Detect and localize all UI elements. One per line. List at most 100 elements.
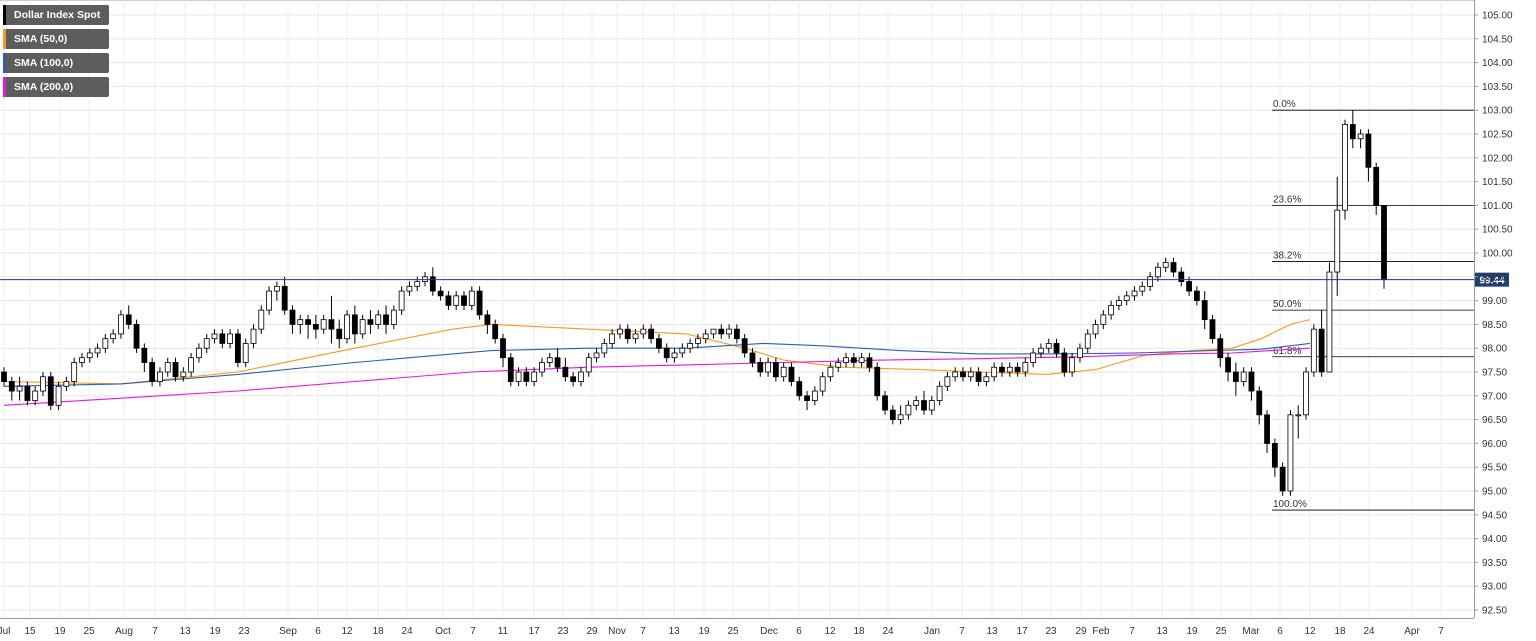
candle-bear xyxy=(1349,124,1356,140)
candle-bull xyxy=(468,290,475,306)
x-tick-label: 23 xyxy=(238,626,250,637)
candle-bull xyxy=(811,390,818,401)
y-tick-label: 94.50 xyxy=(1482,510,1507,521)
y-tick-label: 95.00 xyxy=(1482,487,1507,498)
x-tick-label: 19 xyxy=(209,626,221,637)
last-price-label: 99.44 xyxy=(1479,276,1504,287)
x-tick-label: Aug xyxy=(115,626,133,637)
x-tick-label: 25 xyxy=(83,626,95,637)
candle-bull xyxy=(1084,333,1091,349)
candle-bull xyxy=(1342,124,1348,211)
candle-bull xyxy=(1240,371,1247,382)
y-tick-label: 100.00 xyxy=(1482,249,1513,260)
candle-bull xyxy=(398,290,405,311)
candle-bull xyxy=(585,357,592,373)
candle-bull xyxy=(1295,414,1302,417)
candle-bull xyxy=(1326,271,1333,373)
candle-bear xyxy=(234,333,241,363)
x-tick-label: 6 xyxy=(315,626,321,637)
x-tick-label: 13 xyxy=(986,626,998,637)
candle-bear xyxy=(1279,466,1286,492)
candle-bull xyxy=(671,352,678,359)
candle-bull xyxy=(710,328,717,335)
x-tick-label: 12 xyxy=(341,626,353,637)
candle-bull xyxy=(936,385,943,401)
candle-bear xyxy=(461,295,467,306)
candle-bear xyxy=(1225,357,1231,373)
candle-bear xyxy=(1365,133,1372,168)
x-tick-label: 7 xyxy=(959,626,965,637)
x-tick-label: 7 xyxy=(470,626,476,637)
y-tick-label: 97.50 xyxy=(1482,368,1507,379)
candle-bull xyxy=(414,281,421,287)
legend-item-sma-100[interactable]: SMA (100,0) xyxy=(3,53,110,73)
x-tick-label: Jan xyxy=(924,626,940,637)
x-tick-label: Jul xyxy=(0,626,10,637)
candle-bull xyxy=(32,390,39,401)
candle-bull xyxy=(694,338,701,344)
candle-bear xyxy=(125,314,132,325)
candle-bull xyxy=(913,400,920,406)
candle-bull xyxy=(944,376,951,387)
candle-bear xyxy=(733,328,740,340)
candle-bull xyxy=(1038,347,1044,354)
x-tick-label: Mar xyxy=(1242,626,1260,637)
candle-bull xyxy=(180,371,187,378)
x-tick-label: 7 xyxy=(1438,626,1444,637)
candle-bull xyxy=(687,343,694,349)
legend-item-sma-50[interactable]: SMA (50,0) xyxy=(3,29,110,49)
candle-bull xyxy=(897,414,904,420)
candle-bull xyxy=(227,333,234,344)
candle-bear xyxy=(757,362,764,373)
candle-bull xyxy=(843,357,849,363)
legend-label: SMA (200,0) xyxy=(14,81,74,93)
candle-bear xyxy=(999,366,1005,373)
y-tick-label: 96.00 xyxy=(1482,439,1507,450)
legend-swatch xyxy=(3,53,6,73)
candle-bear xyxy=(312,323,319,330)
candle-bull xyxy=(110,333,117,340)
candle-bull xyxy=(1287,414,1294,492)
candle-bull xyxy=(726,328,732,335)
candle-bull xyxy=(157,371,163,382)
candle-bear xyxy=(850,357,857,363)
candle-bull xyxy=(1334,209,1341,273)
candle-bear xyxy=(1381,204,1387,281)
candle-bull xyxy=(1147,276,1154,287)
candle-bear xyxy=(1,371,7,382)
candle-bear xyxy=(554,357,561,368)
x-tick-label: 12 xyxy=(824,626,836,637)
legend-item-sma-200[interactable]: SMA (200,0) xyxy=(3,77,110,97)
candle-bull xyxy=(1310,328,1317,373)
legend-label: Dollar Index Spot xyxy=(14,9,101,21)
candle-bull xyxy=(967,371,974,378)
candle-bear xyxy=(648,328,655,340)
candle-bear xyxy=(1232,371,1239,382)
candle-bull xyxy=(546,357,553,363)
candle-bear xyxy=(788,366,795,382)
x-tick-label: 29 xyxy=(1075,626,1087,637)
candle-bull xyxy=(858,357,865,363)
candle-bear xyxy=(1256,390,1263,416)
candle-bear xyxy=(305,319,311,325)
candle-bull xyxy=(632,333,639,340)
candle-bull xyxy=(118,314,124,335)
x-tick-label: 29 xyxy=(586,626,598,637)
x-tick-label: 18 xyxy=(372,626,384,637)
legend-swatch xyxy=(3,77,6,97)
candle-bull xyxy=(991,366,998,378)
legend-item-dollar-index[interactable]: Dollar Index Spot xyxy=(3,5,110,25)
candle-bear xyxy=(1264,414,1270,444)
x-tick-label: 13 xyxy=(668,626,680,637)
candle-bull xyxy=(196,347,202,359)
candle-bull xyxy=(702,333,709,340)
candle-bull xyxy=(1139,285,1146,292)
candle-bear xyxy=(975,371,982,382)
candle-bull xyxy=(765,362,771,373)
candle-bear xyxy=(133,323,140,349)
legend-swatch xyxy=(3,5,6,25)
candle-bull xyxy=(1030,352,1037,363)
fibonacci-levels: 0.0% 23.6% 38.2% 50.0% 61.8% 100.0% xyxy=(1272,99,1474,511)
x-tick-label: 19 xyxy=(54,626,66,637)
